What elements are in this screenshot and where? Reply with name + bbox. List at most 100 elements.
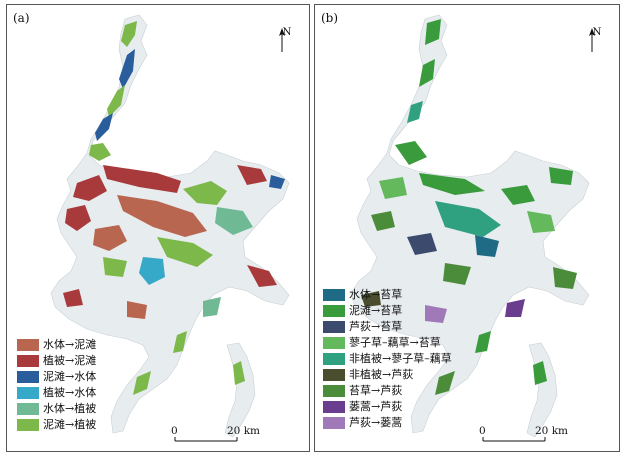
patch-b — [435, 371, 455, 395]
patch-a — [139, 257, 165, 285]
patch-a — [133, 371, 151, 395]
legend-item: 水体→苔草 — [323, 287, 452, 303]
legend-label: 苔草→芦荻 — [349, 384, 403, 397]
legend-swatch — [17, 339, 39, 351]
patch-a — [95, 113, 113, 141]
north-arrow-icon — [589, 28, 595, 52]
patch-b — [395, 141, 427, 165]
legend-swatch — [323, 337, 345, 349]
scale-max: 20 km — [535, 425, 569, 437]
panel-label: (b) — [321, 11, 339, 25]
patch-a — [203, 297, 221, 317]
patch-a — [233, 361, 245, 385]
patch-a — [65, 205, 91, 231]
legend-item: 苔草→芦荻 — [323, 383, 452, 399]
legend-label: 芦荻→苔草 — [349, 320, 403, 333]
legend-swatch — [17, 387, 39, 399]
panel-label: (a) — [13, 11, 30, 25]
patch-b — [379, 177, 407, 199]
map-a — [50, 14, 290, 442]
legend-label: 蓼子草–藕草→苔草 — [349, 336, 441, 349]
patch-b — [549, 167, 573, 185]
patch-b — [419, 59, 435, 87]
patch-a — [89, 143, 111, 161]
patch-b — [371, 211, 395, 231]
legend-item: 泥滩→水体 — [17, 369, 96, 385]
patch-a — [173, 331, 187, 353]
legend-swatch — [323, 369, 345, 381]
legend-swatch — [323, 385, 345, 397]
legend: 水体→苔草 泥滩→苔草芦荻→苔草蓼子草–藕草→苔草 非植被→蓼子草–藕草 非植被→芦荻… — [323, 287, 452, 431]
patch-b — [527, 211, 555, 233]
patch-a — [103, 257, 127, 277]
legend-label: 泥滩→水体 — [43, 370, 97, 383]
legend-label: 非植被→芦荻 — [349, 368, 414, 381]
scale-max: 20 km — [227, 425, 261, 437]
patch-b — [475, 331, 491, 353]
legend-swatch — [323, 289, 345, 301]
legend-label: 植被→水体 — [43, 386, 97, 399]
patch-a — [237, 165, 267, 185]
legend-label: 泥滩→苔草 — [349, 304, 403, 317]
north-arrow: N — [277, 27, 297, 52]
legend-swatch — [323, 305, 345, 317]
legend-item: 水体→植被 — [17, 401, 96, 417]
patch-b — [475, 235, 499, 257]
legend-item: 芦荻→苔草 — [323, 319, 452, 335]
legend-item: 非植被→芦荻 — [323, 367, 452, 383]
patch-b — [407, 101, 423, 123]
patch-b — [361, 291, 381, 307]
patch-b — [407, 233, 437, 255]
panel-a: (a) N 水体→泥滩植被→泥滩泥滩→水体植被→水体水体→植被泥滩→植被 0 2… — [6, 4, 310, 452]
legend-label: 蒌蒿→芦荻 — [349, 400, 403, 413]
patch-b — [425, 305, 447, 323]
north-arrow-icon — [279, 28, 285, 52]
patch-a — [183, 181, 227, 205]
patch-a — [117, 195, 207, 237]
legend-item: 泥滩→苔草 — [323, 303, 452, 319]
patch-a — [127, 301, 147, 319]
legend-swatch — [323, 401, 345, 413]
legend-label: 泥滩→植被 — [43, 418, 97, 431]
legend-label: 水体→植被 — [43, 402, 97, 415]
patch-a — [107, 85, 125, 117]
legend-label: 非植被→蓼子草–藕草 — [349, 352, 452, 365]
panel-b: (b) N 水体→苔草 泥滩→苔草 芦荻→苔草 蓼子草–藕草→苔草 非植被→蓼子草–藕草… — [314, 4, 620, 452]
patch-b — [501, 185, 535, 205]
scale-bar-b — [482, 437, 546, 442]
legend-label: 芦荻→蒌蒿 — [349, 416, 403, 429]
patch-b — [425, 19, 441, 45]
legend-item: 非植被→蓼子草–藕草 — [323, 351, 452, 367]
legend-item: 植被→泥滩 — [17, 353, 96, 369]
legend-item: 蓼子草–藕草→苔草 — [323, 335, 452, 351]
patch-b — [419, 173, 485, 195]
legend-item: 蒌蒿→芦荻 — [323, 399, 452, 415]
patch-a — [103, 165, 181, 193]
patch-b — [505, 299, 525, 317]
legend-swatch — [17, 355, 39, 367]
patch-b — [435, 201, 501, 237]
patch-a — [63, 289, 83, 307]
legend-swatch — [323, 321, 345, 333]
patch-b — [533, 361, 547, 385]
legend-swatch — [17, 403, 39, 415]
patch-a — [247, 265, 277, 287]
patch-b — [553, 267, 577, 289]
legend-item: 植被→水体 — [17, 385, 96, 401]
legend-swatch — [17, 419, 39, 431]
legend-swatch — [17, 371, 39, 383]
scale-zero: 0 — [479, 425, 486, 437]
change-patches-b — [361, 19, 577, 395]
legend-swatch — [323, 353, 345, 365]
legend-label: 植被→泥滩 — [43, 354, 97, 367]
legend: 水体→泥滩植被→泥滩泥滩→水体植被→水体水体→植被泥滩→植被 — [17, 337, 96, 433]
patch-a — [121, 21, 137, 47]
patch-a — [157, 237, 213, 267]
scale-zero: 0 — [171, 425, 178, 437]
patch-a — [215, 207, 253, 235]
legend-label: 水体→泥滩 — [43, 338, 97, 351]
patch-a — [73, 175, 107, 201]
patch-a — [119, 49, 135, 89]
map-b — [350, 14, 590, 442]
